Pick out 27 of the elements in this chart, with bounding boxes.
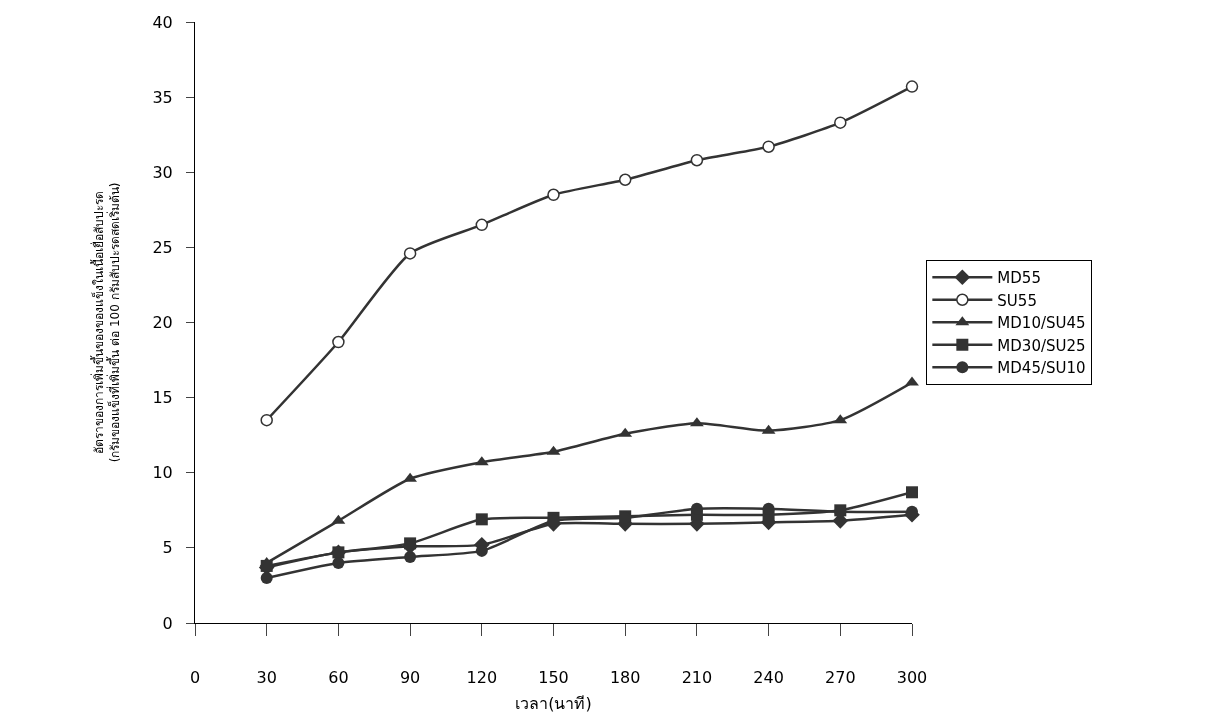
x-axis-title: เวลา(นาที)	[515, 694, 592, 713]
y-tick-label: 40	[152, 12, 173, 32]
y-tick-label: 30	[152, 162, 173, 182]
x-tick-label: 90	[399, 668, 421, 688]
x-tick-label: 150	[538, 668, 569, 688]
x-tick-label: 120	[466, 668, 498, 688]
y-axis-title: อัตราของการเพิ่มขึ้นของของแข็งในเนื้อเยื่อสับปะรด (กรัมของแข็งที่เพิ่มขึ้น ต่อ 100 กรัมสับปะรดสดเริ่มต้น)	[90, 182, 122, 463]
legend-label: MD30/SU25	[997, 336, 1086, 355]
y-tick-label: 25	[152, 237, 173, 257]
legend-label: MD10/SU45	[997, 314, 1086, 333]
y-tick-label: 20	[152, 313, 173, 333]
y-tick-label: 0	[162, 613, 173, 633]
x-tick-label: 210	[681, 668, 713, 688]
x-tick-label: 30	[256, 668, 277, 688]
legend-label: MD45/SU10	[997, 359, 1086, 378]
x-tick-label: 300	[896, 668, 928, 688]
x-tick-label: 270	[825, 668, 856, 688]
x-tick-label: 0	[189, 668, 201, 688]
y-tick-label: 15	[152, 388, 173, 408]
y-tick-label: 35	[152, 87, 173, 107]
legend-label: SU55	[997, 291, 1037, 310]
x-tick-label: 240	[753, 668, 784, 688]
y-tick-label: 10	[152, 463, 173, 483]
x-tick-label: 180	[609, 668, 641, 688]
y-tick-label: 5	[162, 538, 173, 558]
legend-label: MD55	[997, 269, 1041, 288]
x-tick-label: 60	[328, 668, 349, 688]
